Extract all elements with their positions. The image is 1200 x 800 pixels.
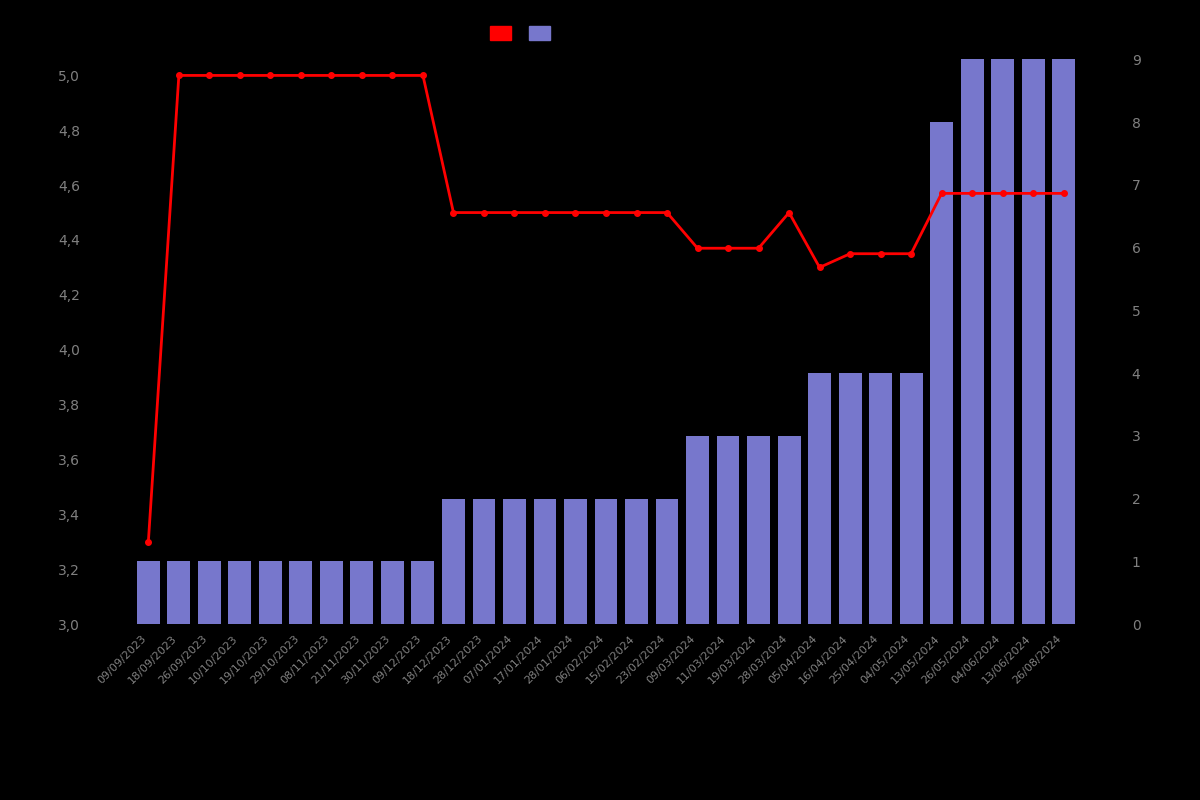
Bar xyxy=(564,498,587,624)
Bar xyxy=(534,498,557,624)
Bar xyxy=(594,498,618,624)
Bar xyxy=(198,562,221,624)
Bar xyxy=(625,498,648,624)
Bar xyxy=(900,373,923,624)
Bar xyxy=(168,562,191,624)
Bar xyxy=(1052,59,1075,624)
Bar xyxy=(137,562,160,624)
Bar xyxy=(259,562,282,624)
Bar xyxy=(808,373,832,624)
Bar xyxy=(655,498,678,624)
Bar xyxy=(380,562,404,624)
Bar xyxy=(778,436,800,624)
Bar xyxy=(320,562,343,624)
Bar xyxy=(869,373,892,624)
Bar xyxy=(930,122,953,624)
Bar xyxy=(716,436,739,624)
Bar xyxy=(473,498,496,624)
Bar xyxy=(991,59,1014,624)
Bar xyxy=(503,498,526,624)
Bar xyxy=(412,562,434,624)
Bar xyxy=(1021,59,1044,624)
Bar xyxy=(839,373,862,624)
Bar xyxy=(350,562,373,624)
Bar xyxy=(961,59,984,624)
Bar xyxy=(686,436,709,624)
Bar xyxy=(748,436,770,624)
Bar xyxy=(289,562,312,624)
Bar xyxy=(442,498,464,624)
Legend: , : , xyxy=(490,26,557,41)
Bar xyxy=(228,562,251,624)
